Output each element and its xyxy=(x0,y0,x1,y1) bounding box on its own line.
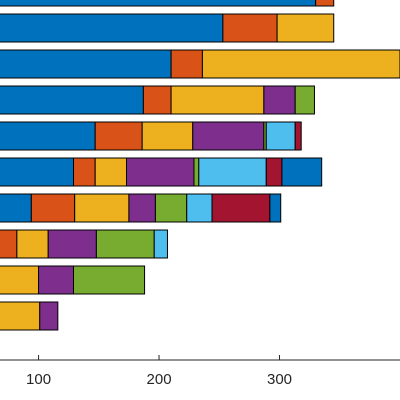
x-tick-label-300: 300 xyxy=(267,371,292,388)
bar-7-segment-6 xyxy=(186,193,213,223)
bar-7-segment-8 xyxy=(269,193,282,223)
bar-9-segment-3 xyxy=(0,265,40,295)
bar-4-segment-5 xyxy=(294,85,315,115)
bar-9-segment-5 xyxy=(72,265,146,295)
bar-6-segment-2 xyxy=(72,157,96,187)
bar-2-segment-2 xyxy=(222,13,278,43)
bar-8-segment-2 xyxy=(0,229,18,259)
bar-5-segment-7 xyxy=(294,121,302,151)
x-axis: 100 200 300 xyxy=(0,355,400,388)
bar-5-segment-3 xyxy=(141,121,194,151)
bar-6-segment-1 xyxy=(0,157,74,187)
bar-2-segment-3 xyxy=(276,13,335,43)
bar-6-segment-3 xyxy=(94,157,128,187)
bar-8-segment-6 xyxy=(153,229,168,259)
bar-7-segment-4 xyxy=(128,193,156,223)
bar-4-segment-1 xyxy=(0,85,144,115)
bar-5-segment-2 xyxy=(94,121,143,151)
bar-7-segment-1 xyxy=(0,193,32,223)
bar-5-segment-6 xyxy=(265,121,296,151)
bar-10-segment-4 xyxy=(39,301,59,331)
bar-10-segment-3 xyxy=(0,301,41,331)
bar-7-segment-3 xyxy=(74,193,130,223)
bar-1-segment-1 xyxy=(0,0,317,7)
bar-6-segment-4 xyxy=(126,157,195,187)
bar-1-segment-2 xyxy=(315,0,335,7)
bar-7-segment-2 xyxy=(30,193,76,223)
bar-8-segment-4 xyxy=(47,229,97,259)
bar-6-segment-8 xyxy=(281,157,323,187)
bar-8-segment-3 xyxy=(16,229,49,259)
bar-6-segment-6 xyxy=(198,157,267,187)
bar-3-segment-3 xyxy=(201,49,400,79)
bar-7-segment-7 xyxy=(211,193,271,223)
bar-9-segment-4 xyxy=(38,265,74,295)
bar-2-segment-1 xyxy=(0,13,224,43)
bar-4-segment-3 xyxy=(170,85,265,115)
x-tick-label-100: 100 xyxy=(26,371,51,388)
bar-7-segment-5 xyxy=(154,193,188,223)
bar-3-segment-2 xyxy=(170,49,203,79)
bar-6-segment-7 xyxy=(265,157,283,187)
x-tick-label-200: 200 xyxy=(147,371,172,388)
bar-5-segment-4 xyxy=(192,121,265,151)
bar-4-segment-2 xyxy=(142,85,172,115)
bar-5-segment-1 xyxy=(0,121,96,151)
bar-3-segment-1 xyxy=(0,49,172,79)
bars-group xyxy=(0,0,400,331)
bar-4-segment-4 xyxy=(263,85,296,115)
bar-8-segment-5 xyxy=(95,229,155,259)
bar-6-segment-5 xyxy=(193,157,200,187)
